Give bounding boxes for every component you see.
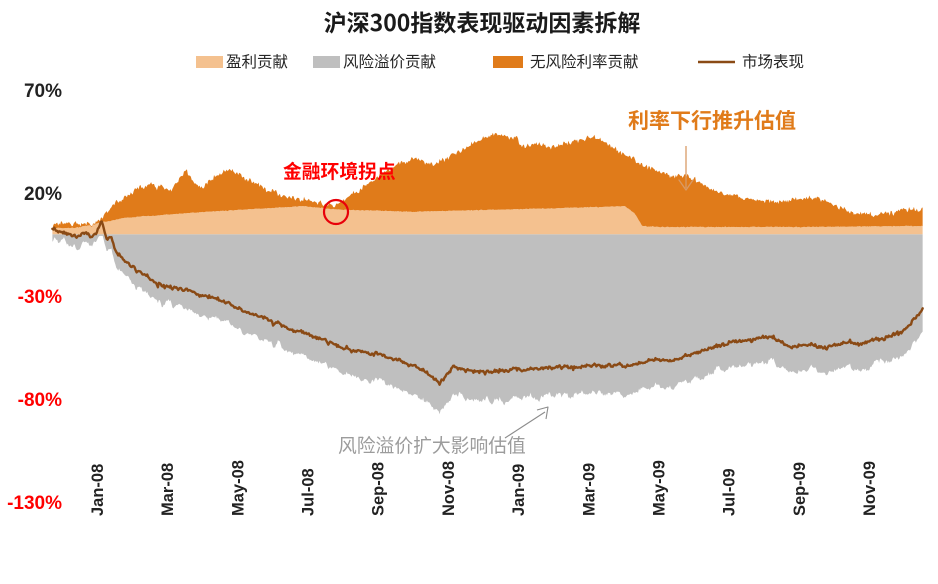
svg-text:Jan-09: Jan-09 [510, 464, 528, 516]
svg-text:Mar-09: Mar-09 [580, 463, 598, 516]
svg-text:无风险利率贡献: 无风险利率贡献 [530, 50, 639, 72]
svg-text:Nov-09: Nov-09 [861, 461, 879, 516]
svg-text:金融环境拐点: 金融环境拐点 [283, 157, 396, 184]
svg-text:-130%: -130% [7, 493, 62, 514]
svg-text:Sep-09: Sep-09 [791, 462, 809, 516]
svg-text:沪深300指数表现驱动因素拆解: 沪深300指数表现驱动因素拆解 [324, 4, 641, 38]
svg-text:风险溢价扩大影响估值: 风险溢价扩大影响估值 [338, 431, 526, 458]
svg-text:Nov-08: Nov-08 [440, 461, 458, 516]
svg-text:May-09: May-09 [651, 460, 669, 516]
svg-text:Jul-08: Jul-08 [300, 468, 318, 516]
svg-text:风险溢价贡献: 风险溢价贡献 [343, 50, 436, 72]
svg-text:Sep-08: Sep-08 [370, 462, 388, 516]
svg-text:70%: 70% [24, 81, 62, 102]
svg-text:利率下行推升估值: 利率下行推升估值 [628, 105, 796, 135]
svg-text:20%: 20% [24, 184, 62, 205]
svg-text:盈利贡献: 盈利贡献 [226, 50, 288, 72]
svg-text:市场表现: 市场表现 [742, 50, 804, 72]
svg-text:-80%: -80% [18, 390, 62, 411]
svg-text:-30%: -30% [18, 287, 62, 308]
svg-text:May-08: May-08 [229, 460, 247, 516]
svg-text:Jan-08: Jan-08 [89, 464, 107, 516]
svg-text:Jul-09: Jul-09 [721, 468, 739, 516]
svg-text:Mar-08: Mar-08 [159, 463, 177, 516]
